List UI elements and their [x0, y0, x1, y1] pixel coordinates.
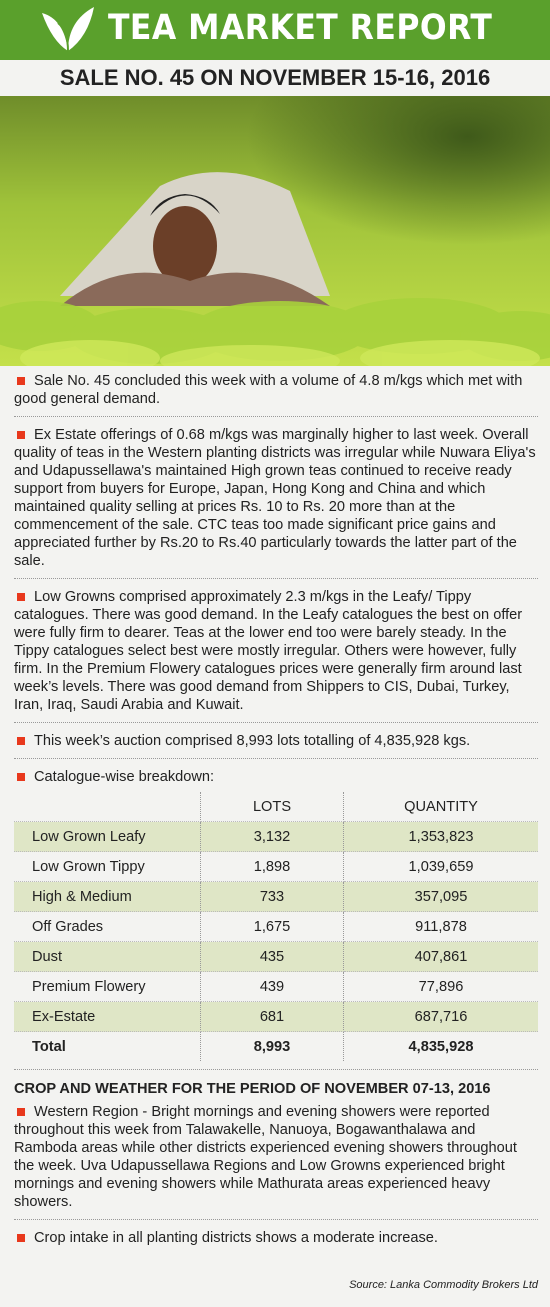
table-cell: 4,835,928: [408, 1038, 474, 1055]
subtitle: SALE NO. 45 ON NOVEMBER 15-16, 2016: [59, 65, 491, 90]
separator: [14, 758, 538, 759]
bullet-marker: [17, 1234, 25, 1242]
table-cell: 681: [200, 1001, 344, 1032]
section-heading: CROP AND WEATHER FOR THE PERIOD OF NOVEM…: [14, 1081, 491, 1097]
photo: [0, 96, 550, 366]
table-cell: 1,675: [200, 911, 344, 942]
bullet-marker: [17, 377, 25, 385]
bullet-marker: [17, 773, 25, 781]
bullet-text: This week’s auction comprised 8,993 lots…: [34, 733, 471, 749]
breakdown-table: LOTS QUANTITY Low Grown Leafy 3,132 1,353,82…: [14, 792, 538, 1061]
title: TEA MARKET REPORT: [108, 8, 493, 48]
table-cell: 911,878: [343, 911, 538, 942]
source: Source: Lanka Commodity Brokers Ltd: [349, 1279, 538, 1291]
table-cell: 3,132: [200, 821, 344, 852]
header-cell: LOTS: [200, 792, 344, 822]
bullet-text: Western Region - Bright mornings and eve…: [14, 1104, 517, 1210]
table-row: Dust 435 407,861: [14, 941, 538, 972]
bullet: Low Growns comprised approximately 2.3 m…: [14, 588, 538, 714]
table-header: LOTS QUANTITY: [14, 792, 538, 822]
table-row: Premium Flowery 439 77,896: [14, 971, 538, 1002]
bullet-text: Catalogue-wise breakdown:: [34, 769, 215, 785]
table-cell: 733: [200, 881, 344, 912]
bullet: Crop intake in all planting districts sh…: [14, 1229, 538, 1247]
table-cell: 1,353,823: [343, 821, 538, 852]
header-cell: [14, 792, 201, 822]
bullet: This week’s auction comprised 8,993 lots…: [14, 732, 538, 750]
table-cell: 8,993: [200, 1031, 344, 1061]
table-cell: 407,861: [343, 941, 538, 972]
table-cell: 1,039,659: [343, 851, 538, 882]
table-row: Low Grown Leafy 3,132 1,353,823: [14, 821, 538, 852]
separator: [14, 1219, 538, 1220]
separator: [14, 416, 538, 417]
table-cell: High & Medium: [14, 881, 201, 912]
table-cell: 435: [200, 941, 344, 972]
bullet-marker: [17, 593, 25, 601]
bullet-marker: [17, 1108, 25, 1116]
bullet-marker: [17, 737, 25, 745]
table-row: Low Grown Tippy 1,898 1,039,659: [14, 851, 538, 882]
table-cell: Premium Flowery: [14, 971, 201, 1002]
separator: [14, 578, 538, 579]
table-cell: Low Grown Tippy: [14, 851, 201, 882]
content: Sale No. 45 concluded this week with a v…: [14, 372, 538, 1247]
bullet-text: Sale No. 45 concluded this week with a v…: [14, 373, 523, 407]
table-row: Ex-Estate 681 687,716: [14, 1001, 538, 1032]
table-cell: Off Grades: [14, 911, 201, 942]
table-cell: 439: [200, 971, 344, 1002]
table-cell: 77,896: [343, 971, 538, 1002]
total-row: Total 8,993 4,835,928: [14, 1031, 538, 1061]
bullet: Sale No. 45 concluded this week with a v…: [14, 372, 538, 408]
table-row: Off Grades 1,675 911,878: [14, 911, 538, 942]
bullet-text: Low Growns comprised approximately 2.3 m…: [14, 589, 523, 713]
bullet: Catalogue-wise breakdown:: [14, 768, 538, 786]
table-cell: 1,898: [200, 851, 344, 882]
separator: [14, 1069, 538, 1070]
table-cell: Total: [14, 1031, 201, 1061]
table-row: High & Medium 733 357,095: [14, 881, 538, 912]
separator: [14, 722, 538, 723]
table-cell: 357,095: [343, 881, 538, 912]
bullet-marker: [17, 431, 25, 439]
bullet-text: Crop intake in all planting districts sh…: [34, 1230, 438, 1246]
table-cell: Ex-Estate: [14, 1001, 201, 1032]
bullet: Ex Estate offerings of 0.68 m/kgs was ma…: [14, 426, 538, 570]
logo: [42, 7, 94, 52]
bullet-text: Ex Estate offerings of 0.68 m/kgs was ma…: [14, 427, 536, 569]
table-cell: 687,716: [343, 1001, 538, 1032]
table-cell: Low Grown Leafy: [14, 821, 201, 852]
header-cell: QUANTITY: [343, 792, 538, 822]
header-bar: TEA MARKET REPORT: [0, 0, 550, 60]
table-cell: Dust: [14, 941, 201, 972]
bullet: Western Region - Bright mornings and eve…: [14, 1103, 538, 1211]
